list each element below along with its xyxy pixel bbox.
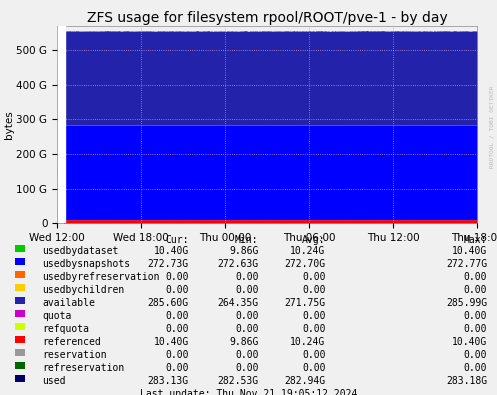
Text: 283.18G: 283.18G: [446, 376, 487, 386]
Text: 0.00: 0.00: [235, 350, 258, 360]
Text: 10.40G: 10.40G: [154, 337, 189, 347]
Text: 9.86G: 9.86G: [229, 337, 258, 347]
Text: 283.13G: 283.13G: [148, 376, 189, 386]
Text: 0.00: 0.00: [464, 311, 487, 321]
Text: refquota: refquota: [42, 324, 89, 334]
Text: quota: quota: [42, 311, 72, 321]
Text: 0.00: 0.00: [302, 324, 326, 334]
Text: 272.73G: 272.73G: [148, 259, 189, 269]
Text: 0.00: 0.00: [166, 324, 189, 334]
Text: 282.53G: 282.53G: [217, 376, 258, 386]
Title: ZFS usage for filesystem rpool/ROOT/pve-1 - by day: ZFS usage for filesystem rpool/ROOT/pve-…: [87, 11, 447, 24]
Text: 0.00: 0.00: [302, 350, 326, 360]
Text: 0.00: 0.00: [302, 272, 326, 282]
Text: 0.00: 0.00: [464, 324, 487, 334]
Text: 272.77G: 272.77G: [446, 259, 487, 269]
Text: 272.70G: 272.70G: [284, 259, 326, 269]
Text: 282.94G: 282.94G: [284, 376, 326, 386]
Text: usedbychildren: usedbychildren: [42, 285, 124, 295]
Bar: [58, 26, 65, 223]
Text: 285.60G: 285.60G: [148, 298, 189, 308]
Text: 0.00: 0.00: [166, 311, 189, 321]
Text: 9.86G: 9.86G: [229, 246, 258, 256]
Text: used: used: [42, 376, 66, 386]
Text: 0.00: 0.00: [166, 350, 189, 360]
Text: 0.00: 0.00: [235, 324, 258, 334]
Text: 0.00: 0.00: [235, 272, 258, 282]
Text: 0.00: 0.00: [166, 363, 189, 373]
Text: RRDTOOL / TOBI OETIKER: RRDTOOL / TOBI OETIKER: [490, 85, 495, 167]
Text: reservation: reservation: [42, 350, 107, 360]
Text: 10.40G: 10.40G: [154, 246, 189, 256]
Text: 264.35G: 264.35G: [217, 298, 258, 308]
Text: 10.24G: 10.24G: [290, 246, 326, 256]
Text: 285.99G: 285.99G: [446, 298, 487, 308]
Text: Avg:: Avg:: [302, 235, 326, 245]
Text: 0.00: 0.00: [235, 363, 258, 373]
Text: 0.00: 0.00: [302, 311, 326, 321]
Text: 0.00: 0.00: [166, 285, 189, 295]
Y-axis label: bytes: bytes: [3, 110, 13, 139]
Text: usedbysnapshots: usedbysnapshots: [42, 259, 130, 269]
Text: 10.24G: 10.24G: [290, 337, 326, 347]
Text: Max:: Max:: [464, 235, 487, 245]
Text: 0.00: 0.00: [235, 285, 258, 295]
Text: usedbydataset: usedbydataset: [42, 246, 119, 256]
Text: 10.40G: 10.40G: [452, 246, 487, 256]
Text: available: available: [42, 298, 95, 308]
Text: referenced: referenced: [42, 337, 101, 347]
Text: Last update: Thu Nov 21 19:05:12 2024: Last update: Thu Nov 21 19:05:12 2024: [140, 389, 357, 395]
Text: 0.00: 0.00: [464, 363, 487, 373]
Text: 0.00: 0.00: [464, 285, 487, 295]
Text: 0.00: 0.00: [464, 272, 487, 282]
Text: 0.00: 0.00: [166, 272, 189, 282]
Text: 271.75G: 271.75G: [284, 298, 326, 308]
Text: 10.40G: 10.40G: [452, 337, 487, 347]
Text: 0.00: 0.00: [464, 350, 487, 360]
Text: refreservation: refreservation: [42, 363, 124, 373]
Text: 0.00: 0.00: [302, 285, 326, 295]
Text: 0.00: 0.00: [235, 311, 258, 321]
Text: 0.00: 0.00: [302, 363, 326, 373]
Text: Cur:: Cur:: [166, 235, 189, 245]
Text: 272.63G: 272.63G: [217, 259, 258, 269]
Text: usedbyrefreservation: usedbyrefreservation: [42, 272, 160, 282]
Text: Min:: Min:: [235, 235, 258, 245]
